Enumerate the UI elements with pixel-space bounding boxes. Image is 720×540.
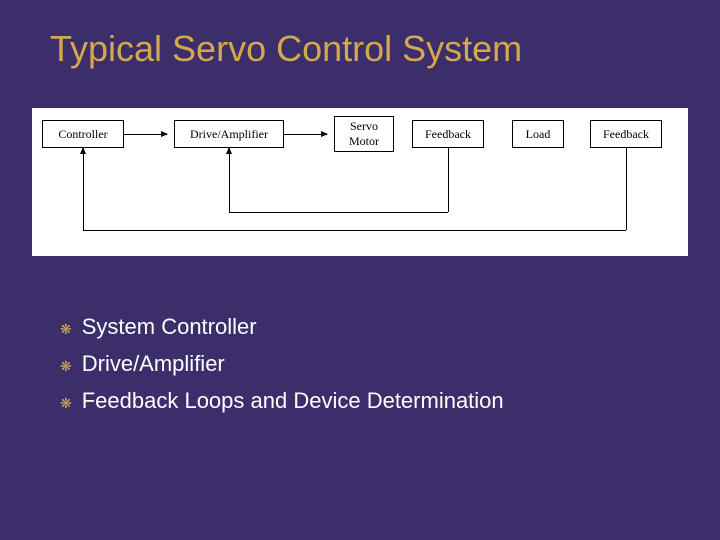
bullet-list: ❋ System Controller ❋ Drive/Amplifier ❋ … bbox=[60, 310, 504, 421]
bullet-text: Drive/Amplifier bbox=[82, 347, 225, 380]
arrow-drive-to-servo bbox=[284, 134, 327, 135]
fb2-bus bbox=[83, 230, 626, 231]
servo-diagram: Controller Drive/Amplifier Servo Motor F… bbox=[32, 108, 688, 256]
bullet-icon: ❋ bbox=[60, 393, 72, 414]
box-servo-motor: Servo Motor bbox=[334, 116, 394, 152]
box-controller: Controller bbox=[42, 120, 124, 148]
box-drive-amplifier: Drive/Amplifier bbox=[174, 120, 284, 148]
bullet-icon: ❋ bbox=[60, 356, 72, 377]
fb2-down bbox=[626, 148, 627, 230]
fb1-bus bbox=[229, 212, 448, 213]
bullet-icon: ❋ bbox=[60, 319, 72, 340]
fb1-up bbox=[229, 148, 230, 212]
bullet-item: ❋ System Controller bbox=[60, 310, 504, 343]
bullet-item: ❋ Drive/Amplifier bbox=[60, 347, 504, 380]
fb1-down bbox=[448, 148, 449, 212]
box-feedback-1: Feedback bbox=[412, 120, 484, 148]
box-feedback-2: Feedback bbox=[590, 120, 662, 148]
bullet-item: ❋ Feedback Loops and Device Determinatio… bbox=[60, 384, 504, 417]
page-title: Typical Servo Control System bbox=[50, 28, 522, 70]
box-load: Load bbox=[512, 120, 564, 148]
arrow-controller-to-drive bbox=[124, 134, 167, 135]
bullet-text: Feedback Loops and Device Determination bbox=[82, 384, 504, 417]
fb2-up bbox=[83, 148, 84, 230]
bullet-text: System Controller bbox=[82, 310, 257, 343]
